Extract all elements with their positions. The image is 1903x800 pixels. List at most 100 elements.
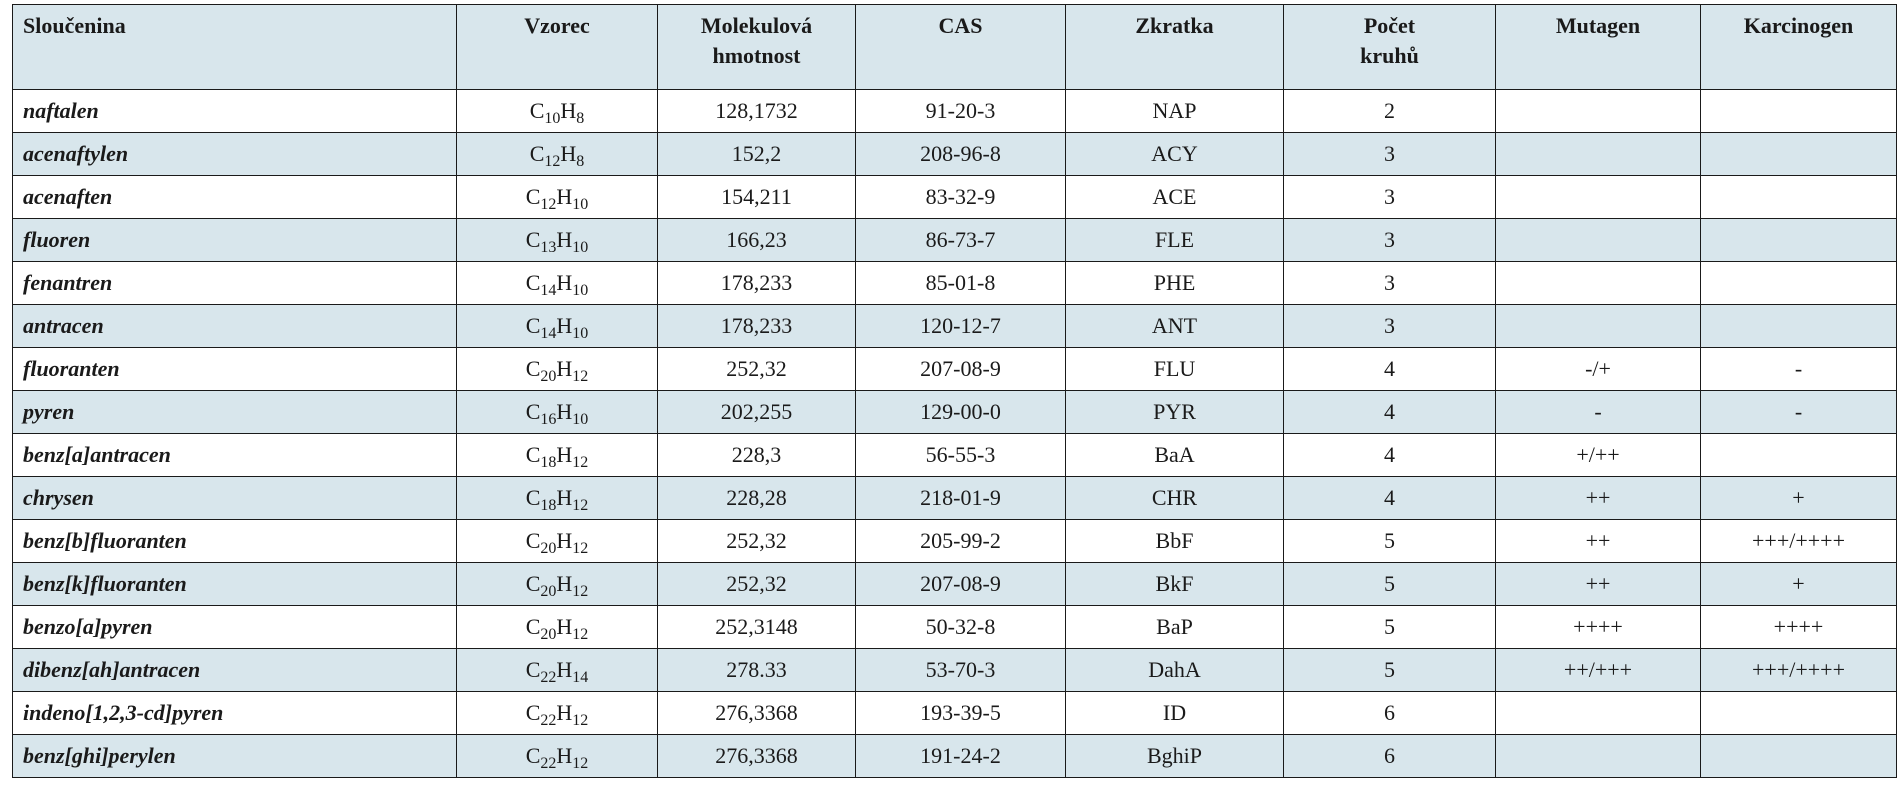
formula-subscript-c: 18 xyxy=(540,497,557,514)
formula-subscript-h: 12 xyxy=(572,712,589,729)
table-row: acenaftylen C12H8 152,2 208-96-8 ACY 3 xyxy=(12,132,1897,176)
header-rings-line1: Počet xyxy=(1363,13,1416,38)
formula-cell: C18H12 xyxy=(456,476,658,520)
abbreviation-cell: ACY xyxy=(1065,132,1284,176)
cas-number-cell: 193-39-5 xyxy=(855,691,1066,735)
table-row: dibenz[ah]antracen C22H14 278.33 53-70-3 Dah… xyxy=(12,648,1897,692)
formula-subscript-c: 20 xyxy=(540,583,557,600)
compound-name-cell: fenantren xyxy=(12,261,457,305)
abbreviation-cell: BghiP xyxy=(1065,734,1284,778)
formula-subscript-h: 14 xyxy=(572,669,589,686)
header-abbreviation: Zkratka xyxy=(1065,4,1284,90)
formula-element-c: C xyxy=(525,485,541,510)
formula-element-h: H xyxy=(556,743,573,768)
molecular-weight-cell: 152,2 xyxy=(657,132,856,176)
carcinogen-cell: - xyxy=(1700,390,1897,434)
ring-count-cell: 5 xyxy=(1283,648,1496,692)
cas-number-cell: 91-20-3 xyxy=(855,89,1066,133)
molecular-weight-cell: 128,1732 xyxy=(657,89,856,133)
formula-subscript-h: 10 xyxy=(572,239,589,256)
ring-count-cell: 5 xyxy=(1283,605,1496,649)
mutagen-cell: ++/+++ xyxy=(1495,648,1701,692)
header-rings-line2: kruhů xyxy=(1360,43,1419,68)
abbreviation-cell: FLU xyxy=(1065,347,1284,391)
carcinogen-cell: +++/++++ xyxy=(1700,648,1897,692)
carcinogen-cell xyxy=(1700,691,1897,735)
compound-name-cell: benz[b]fluoranten xyxy=(12,519,457,563)
formula-element-h: H xyxy=(556,528,573,553)
formula-cell: C20H12 xyxy=(456,562,658,606)
formula-cell: C14H10 xyxy=(456,304,658,348)
carcinogen-cell xyxy=(1700,89,1897,133)
compound-name-cell: acenaften xyxy=(12,175,457,219)
ring-count-cell: 3 xyxy=(1283,218,1496,262)
formula-subscript-h: 8 xyxy=(576,153,585,170)
compound-name-cell: indeno[1,2,3-cd]pyren xyxy=(12,691,457,735)
cas-number-cell: 218-01-9 xyxy=(855,476,1066,520)
header-cas: CAS xyxy=(855,4,1066,90)
ring-count-cell: 6 xyxy=(1283,691,1496,735)
ring-count-cell: 3 xyxy=(1283,175,1496,219)
formula-subscript-h: 10 xyxy=(572,411,589,428)
molecular-weight-cell: 252,32 xyxy=(657,519,856,563)
table-row: benz[ghi]perylen C22H12 276,3368 191-24-2 Bg… xyxy=(12,734,1897,778)
carcinogen-cell xyxy=(1700,304,1897,348)
abbreviation-cell: DahA xyxy=(1065,648,1284,692)
table-body: naftalen C10H8 128,1732 91-20-3 NAP 2 acenafty… xyxy=(12,89,1897,778)
abbreviation-cell: PYR xyxy=(1065,390,1284,434)
ring-count-cell: 3 xyxy=(1283,132,1496,176)
compound-name-cell: benz[a]antracen xyxy=(12,433,457,477)
molecular-weight-cell: 202,255 xyxy=(657,390,856,434)
abbreviation-cell: BkF xyxy=(1065,562,1284,606)
formula-subscript-h: 12 xyxy=(572,540,589,557)
formula-cell: C10H8 xyxy=(456,89,658,133)
molecular-weight-cell: 276,3368 xyxy=(657,734,856,778)
table-row: chrysen C18H12 228,28 218-01-9 CHR 4 ++ + xyxy=(12,476,1897,520)
mutagen-cell: ++ xyxy=(1495,562,1701,606)
carcinogen-cell: + xyxy=(1700,562,1897,606)
compound-name-cell: acenaftylen xyxy=(12,132,457,176)
formula-element-h: H xyxy=(556,442,573,467)
carcinogen-cell xyxy=(1700,175,1897,219)
pah-table-container: Sloučenina Vzorec Molekulová hmotnost CA… xyxy=(12,4,1897,778)
molecular-weight-cell: 178,233 xyxy=(657,261,856,305)
formula-subscript-h: 10 xyxy=(572,282,589,299)
cas-number-cell: 207-08-9 xyxy=(855,562,1066,606)
cas-number-cell: 86-73-7 xyxy=(855,218,1066,262)
abbreviation-cell: BbF xyxy=(1065,519,1284,563)
formula-cell: C14H10 xyxy=(456,261,658,305)
header-row: Sloučenina Vzorec Molekulová hmotnost CA… xyxy=(12,4,1897,90)
cas-number-cell: 207-08-9 xyxy=(855,347,1066,391)
abbreviation-cell: PHE xyxy=(1065,261,1284,305)
formula-element-h: H xyxy=(556,313,573,338)
header-molecular-weight: Molekulová hmotnost xyxy=(657,4,856,90)
ring-count-cell: 2 xyxy=(1283,89,1496,133)
abbreviation-cell: ANT xyxy=(1065,304,1284,348)
ring-count-cell: 3 xyxy=(1283,304,1496,348)
formula-element-h: H xyxy=(556,399,573,424)
formula-cell: C12H10 xyxy=(456,175,658,219)
formula-cell: C20H12 xyxy=(456,519,658,563)
formula-element-c: C xyxy=(525,184,541,209)
formula-subscript-c: 18 xyxy=(540,454,557,471)
formula-subscript-c: 10 xyxy=(544,110,561,127)
formula-element-c: C xyxy=(525,700,541,725)
molecular-weight-cell: 228,3 xyxy=(657,433,856,477)
formula-subscript-c: 12 xyxy=(544,153,561,170)
formula-element-c: C xyxy=(525,399,541,424)
formula-element-h: H xyxy=(556,270,573,295)
header-carcinogen: Karcinogen xyxy=(1700,4,1897,90)
molecular-weight-cell: 178,233 xyxy=(657,304,856,348)
formula-cell: C22H12 xyxy=(456,691,658,735)
formula-subscript-c: 20 xyxy=(540,368,557,385)
cas-number-cell: 53-70-3 xyxy=(855,648,1066,692)
formula-element-c: C xyxy=(525,270,541,295)
formula-subscript-h: 12 xyxy=(572,755,589,772)
compound-name-cell: pyren xyxy=(12,390,457,434)
formula-cell: C13H10 xyxy=(456,218,658,262)
formula-element-c: C xyxy=(525,657,541,682)
carcinogen-cell xyxy=(1700,218,1897,262)
compound-name-cell: dibenz[ah]antracen xyxy=(12,648,457,692)
mutagen-cell xyxy=(1495,132,1701,176)
formula-element-c: C xyxy=(529,141,545,166)
